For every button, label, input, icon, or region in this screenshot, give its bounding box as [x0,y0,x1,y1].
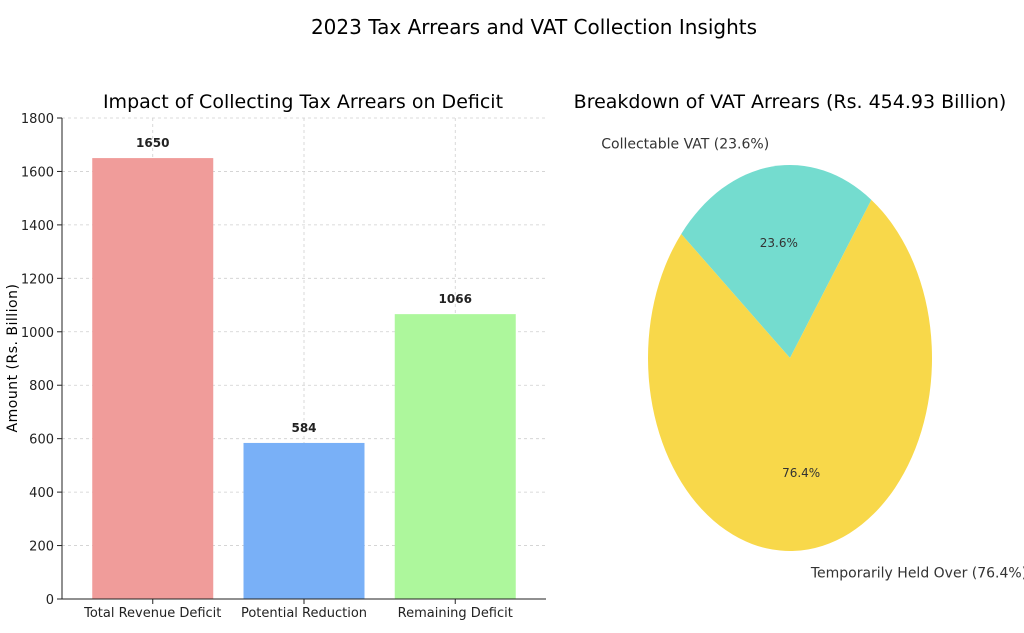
bar-total-revenue-deficit [92,158,214,600]
bars: 1650 584 1066 [92,136,516,600]
bar-potential-reduction [243,442,365,599]
y-tick-label: 200 [29,540,54,555]
pie-chart: Breakdown of VAT Arrears (Rs. 454.93 Bil… [574,91,1024,581]
x-tick-label: Total Revenue Deficit [83,606,221,621]
y-axis-label: Amount (Rs. Billion) [5,284,21,433]
bar-chart-title: Impact of Collecting Tax Arrears on Defi… [103,91,503,113]
figure-title: 2023 Tax Arrears and VAT Collection Insi… [311,15,757,39]
pie-slice-label: Collectable VAT (23.6%) [601,137,769,153]
y-tick-label: 1000 [21,326,54,341]
x-tick-label: Remaining Deficit [398,606,513,621]
pie-percent-label: 23.6% [760,236,798,250]
pie-slice-label: Temporarily Held Over (76.4%) [810,565,1024,581]
y-tick-label: 400 [29,486,54,501]
bar-value-label: 1066 [439,292,472,306]
y-tick-label: 1600 [21,165,54,180]
bar-value-label: 584 [291,421,316,435]
y-tick-label: 600 [29,433,54,448]
bar-chart: Impact of Collecting Tax Arrears on Defi… [5,91,546,621]
y-tick-label: 0 [46,593,54,608]
bar-remaining-deficit [394,314,516,599]
pie-slice-collectable-vat [681,165,872,358]
y-tick-label: 1400 [21,219,54,234]
y-tick-label: 800 [29,379,54,394]
pie-percent-label: 76.4% [782,466,820,480]
pie-slice-temporarily-held-over [647,199,932,552]
y-tick-label: 1800 [21,112,54,127]
x-tick-label: Potential Reduction [241,606,367,621]
pie-slices: 23.6% Collectable VAT (23.6%) 76.4% Tempora… [601,137,1024,582]
bar-value-label: 1650 [136,136,169,150]
y-tick-label: 1200 [21,272,54,287]
pie-chart-title: Breakdown of VAT Arrears (Rs. 454.93 Bil… [574,91,1007,113]
axes: 0 200 400 600 800 1000 1200 1400 1600 1800 Total R… [21,112,546,621]
